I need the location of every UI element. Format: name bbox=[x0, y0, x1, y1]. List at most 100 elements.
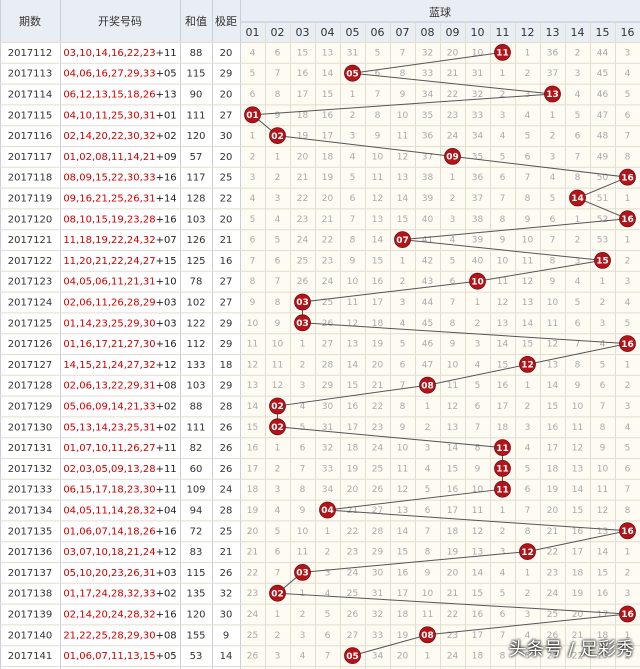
miss-count: 12 bbox=[547, 340, 558, 350]
miss-count: 17 bbox=[347, 423, 358, 433]
blue-ball-marker bbox=[619, 605, 636, 623]
blue-ball-suffix: +03 bbox=[156, 568, 177, 579]
red-balls: 21,22,25,28,29,30 bbox=[63, 630, 155, 641]
miss-count: 22 bbox=[347, 527, 358, 537]
miss-count: 3 bbox=[575, 256, 581, 266]
miss-count: 12 bbox=[397, 485, 408, 495]
miss-count: 2 bbox=[625, 256, 631, 266]
span-cell: 20 bbox=[220, 214, 233, 225]
miss-count: 21 bbox=[297, 173, 308, 183]
miss-count: 3 bbox=[300, 381, 306, 391]
miss-count: 22 bbox=[372, 402, 383, 412]
blue-ball-marker bbox=[619, 168, 636, 186]
period-cell: 2017112 bbox=[8, 48, 53, 59]
blue-ball-marker bbox=[519, 355, 536, 373]
blue-ball-label: 16 bbox=[621, 610, 634, 620]
miss-count: 5 bbox=[375, 48, 381, 58]
blue-ball-suffix: +02 bbox=[156, 131, 177, 142]
blue-ball-marker bbox=[294, 314, 311, 332]
miss-count: 5 bbox=[575, 298, 581, 308]
draw-numbers-cell: 02,14,20,22,30,32+02 bbox=[63, 131, 176, 142]
miss-count: 1 bbox=[525, 381, 531, 391]
red-balls: 01,06,07,14,18,26 bbox=[63, 526, 155, 537]
miss-count: 45 bbox=[597, 69, 608, 79]
blue-ball-suffix: +09 bbox=[156, 152, 177, 163]
miss-count: 4 bbox=[400, 319, 406, 329]
draw-numbers-cell: 05,13,14,23,25,31+02 bbox=[63, 422, 176, 433]
sum-cell: 109 bbox=[186, 485, 205, 496]
red-balls: 02,06,13,22,29,31 bbox=[63, 381, 155, 392]
miss-count: 2 bbox=[525, 589, 531, 599]
red-balls: 11,20,21,22,24,27 bbox=[63, 256, 155, 267]
blue-ball-label: 13 bbox=[546, 90, 559, 100]
miss-count: 25 bbox=[297, 256, 308, 266]
header-blue-number: 16 bbox=[621, 26, 635, 39]
draw-numbers-cell: 02,14,20,24,28,32+16 bbox=[63, 610, 176, 621]
miss-count: 10 bbox=[447, 360, 459, 370]
miss-count: 1 bbox=[450, 173, 456, 183]
sum-cell: 115 bbox=[186, 568, 205, 579]
blue-ball-marker bbox=[294, 564, 311, 581]
miss-count: 24 bbox=[347, 568, 359, 578]
miss-count: 2 bbox=[475, 319, 481, 329]
miss-count: 1 bbox=[400, 256, 406, 266]
blue-ball-marker bbox=[494, 439, 511, 457]
miss-count: 8 bbox=[375, 111, 381, 121]
draw-numbers-cell: 01,14,23,25,29,30+03 bbox=[63, 318, 176, 329]
sum-cell: 57 bbox=[190, 152, 203, 163]
miss-count: 49 bbox=[597, 152, 609, 162]
miss-count: 27 bbox=[547, 652, 558, 662]
miss-count: 2 bbox=[325, 548, 331, 558]
miss-count: 6 bbox=[450, 277, 456, 287]
header-blue-ball: 蓝球 bbox=[429, 5, 451, 19]
miss-count: 6 bbox=[550, 215, 556, 225]
miss-count: 2 bbox=[350, 111, 356, 121]
sum-cell: 112 bbox=[186, 339, 205, 350]
miss-count: 30 bbox=[372, 568, 384, 578]
sum-cell: 115 bbox=[186, 69, 205, 80]
miss-count: 6 bbox=[500, 173, 506, 183]
miss-count: 27 bbox=[372, 506, 383, 516]
header-blue-number: 11 bbox=[496, 26, 510, 39]
blue-ball-marker bbox=[269, 127, 286, 145]
span-cell: 18 bbox=[220, 360, 233, 371]
blue-ball-suffix: +02 bbox=[156, 422, 177, 433]
miss-count: 32 bbox=[422, 48, 433, 58]
draw-numbers-cell: 14,15,21,24,27,32+12 bbox=[63, 360, 176, 371]
red-balls: 01,14,23,25,29,30 bbox=[63, 318, 155, 329]
period-cell: 2017117 bbox=[8, 152, 53, 163]
blue-ball-suffix: +08 bbox=[156, 381, 177, 392]
miss-count: 31 bbox=[472, 69, 483, 79]
red-balls: 02,14,20,24,28,32 bbox=[63, 610, 155, 621]
miss-count: 37 bbox=[472, 194, 483, 204]
miss-count: 19 bbox=[597, 652, 609, 662]
miss-count: 14 bbox=[522, 319, 534, 329]
miss-count: 8 bbox=[425, 548, 431, 558]
miss-count: 40 bbox=[472, 256, 484, 266]
period-cell: 2017141 bbox=[8, 651, 53, 662]
sum-cell: 103 bbox=[186, 381, 205, 392]
blue-ball-label: 08 bbox=[421, 381, 434, 391]
miss-count: 1 bbox=[500, 69, 506, 79]
blue-ball-suffix: +16 bbox=[156, 173, 177, 184]
draw-numbers-cell: 01,06,07,14,18,26+16 bbox=[63, 526, 176, 537]
miss-count: 18 bbox=[372, 319, 384, 329]
miss-count: 22 bbox=[297, 194, 308, 204]
miss-count: 14 bbox=[397, 194, 409, 204]
miss-count: 7 bbox=[475, 423, 481, 433]
miss-count: 23 bbox=[547, 568, 558, 578]
header-blue-number: 09 bbox=[446, 26, 460, 39]
miss-count: 4 bbox=[475, 360, 481, 370]
miss-count: 10 bbox=[372, 152, 384, 162]
miss-count: 7 bbox=[500, 631, 506, 641]
miss-count: 6 bbox=[400, 360, 406, 370]
span-cell: 26 bbox=[220, 568, 233, 579]
miss-count: 9 bbox=[300, 506, 306, 516]
miss-count: 11 bbox=[572, 423, 583, 433]
header-blue-number: 15 bbox=[596, 26, 610, 39]
miss-count: 5 bbox=[575, 111, 581, 121]
miss-count: 2 bbox=[425, 423, 431, 433]
miss-count: 21 bbox=[247, 548, 258, 558]
header-blue-number: 14 bbox=[571, 26, 585, 39]
blue-ball-suffix: +02 bbox=[156, 589, 177, 600]
